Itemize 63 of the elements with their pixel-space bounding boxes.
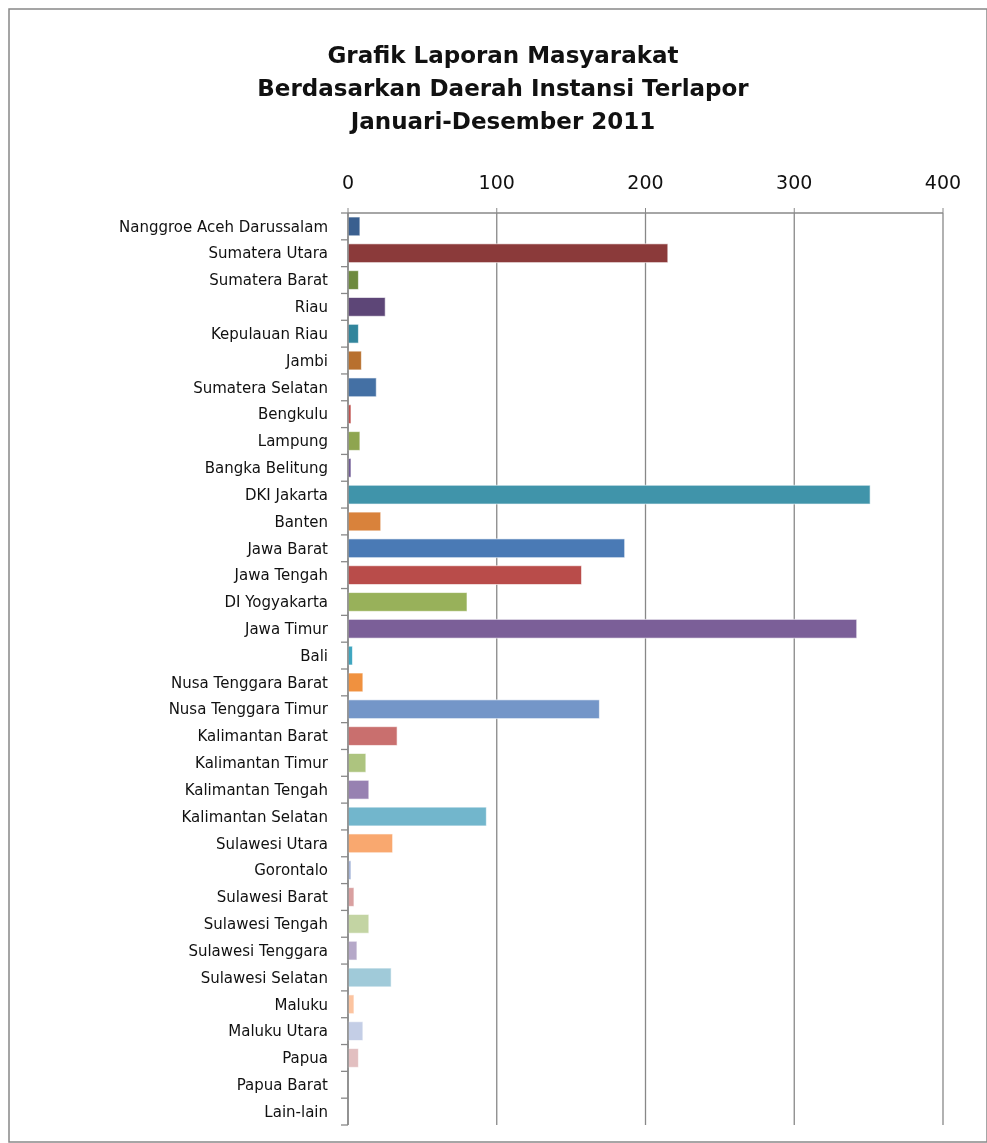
bar <box>347 538 626 559</box>
chart-title: Grafik Laporan Masyarakat Berdasarkan Daerah Instansi Terlapor Januari-Desember 2011 <box>257 42 750 134</box>
y-tick-label: Sulawesi Barat <box>216 888 329 907</box>
bar <box>347 431 361 451</box>
bar <box>347 1021 364 1042</box>
y-tick-label: Bali <box>300 646 328 665</box>
y-tick-label: Gorontalo <box>254 861 328 880</box>
y-tick-label: Kalimantan Selatan <box>181 807 328 826</box>
bar <box>347 216 361 237</box>
x-tick-label: 400 <box>924 171 962 193</box>
y-tick-label: Maluku <box>274 995 328 1014</box>
y-tick-label: Sumatera Utara <box>208 244 328 263</box>
x-tick-label: 200 <box>627 171 664 193</box>
x-tick-label: 100 <box>478 171 515 193</box>
x-tick-label: 0 <box>341 171 355 193</box>
y-tick-label: Lain-lain <box>264 1102 328 1121</box>
x-tick-label: 300 <box>776 171 813 193</box>
y-tick-label: Nanggroe Aceh Darussalam <box>119 217 328 236</box>
bar <box>347 699 600 720</box>
y-tick-label: Jambi <box>285 351 328 370</box>
y-tick-label: Sumatera Selatan <box>193 378 328 397</box>
bar <box>347 377 377 398</box>
y-tick-label: Kalimantan Barat <box>197 727 329 746</box>
y-tick-label: Jawa Timur <box>244 620 329 639</box>
bar <box>347 618 858 639</box>
bar <box>347 940 358 961</box>
y-tick-label: Sulawesi Utara <box>215 834 328 853</box>
bar <box>347 913 370 934</box>
bar <box>347 967 392 988</box>
y-tick-label: Nusa Tenggara Timur <box>168 700 329 719</box>
bar <box>347 565 583 586</box>
bar <box>347 484 871 505</box>
y-tick-label: Banten <box>274 512 328 531</box>
y-tick-label: Riau <box>294 298 328 317</box>
y-tick-label: Kepulauan Riau <box>211 324 328 343</box>
bar <box>347 833 394 854</box>
bar <box>347 243 669 264</box>
bar <box>347 806 487 827</box>
y-tick-label: Nusa Tenggara Barat <box>171 673 329 692</box>
y-tick-label: Bengkulu <box>258 405 328 424</box>
y-tick-label: Papua Barat <box>236 1076 329 1095</box>
y-tick-label: Jawa Tengah <box>233 566 328 585</box>
bar <box>347 779 370 800</box>
bar <box>347 672 364 693</box>
bar <box>347 726 398 746</box>
bar <box>347 350 362 371</box>
bar <box>347 592 468 612</box>
y-tick-label: Sumatera Barat <box>209 271 329 290</box>
y-tick-label: Kalimantan Timur <box>195 754 329 773</box>
y-tick-label: Sulawesi Tengah <box>203 915 328 934</box>
y-tick-label: Papua <box>282 1049 328 1068</box>
bar <box>347 296 386 317</box>
y-tick-label: Lampung <box>257 432 328 451</box>
y-tick-label: Sulawesi Tenggara <box>188 941 328 960</box>
y-tick-label: Sulawesi Selatan <box>200 968 328 987</box>
y-tick-label: Jawa Barat <box>246 539 329 558</box>
y-tick-label: Bangka Belitung <box>204 459 328 478</box>
y-tick-label: Maluku Utara <box>228 1022 328 1041</box>
y-tick-label: DI Yogyakarta <box>224 593 328 612</box>
bar <box>347 511 382 532</box>
bar <box>347 752 367 773</box>
y-tick-label: DKI Jakarta <box>244 485 328 504</box>
y-tick-label: Kalimantan Tengah <box>184 780 328 799</box>
